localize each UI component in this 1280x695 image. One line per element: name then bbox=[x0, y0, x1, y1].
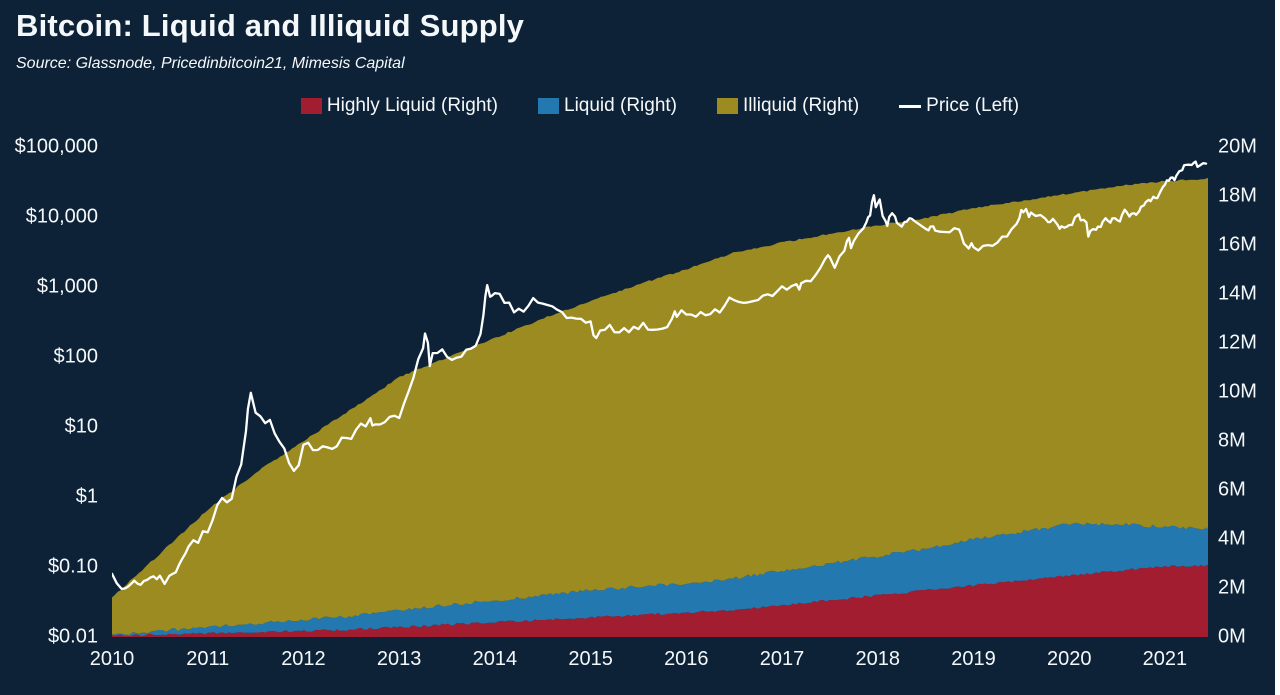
right-axis-label: 14M bbox=[1218, 282, 1257, 305]
price-line-swatch-icon bbox=[899, 104, 922, 108]
right-axis-label: 0M bbox=[1218, 625, 1246, 648]
right-axis-label: 10M bbox=[1218, 380, 1257, 403]
legend: Highly Liquid (Right) Liquid (Right) Ill… bbox=[112, 95, 1208, 117]
left-axis-label: $1 bbox=[75, 485, 98, 508]
right-axis-label: 4M bbox=[1218, 527, 1246, 550]
x-axis-label: 2015 bbox=[568, 648, 613, 670]
x-axis-label: 2017 bbox=[759, 648, 805, 670]
x-axis-label: 2018 bbox=[855, 648, 901, 670]
x-axis-label: 2011 bbox=[186, 648, 230, 670]
x-axis-label: 2010 bbox=[89, 648, 135, 670]
legend-item-illiquid: Illiquid (Right) bbox=[717, 95, 859, 117]
legend-item-highly-liquid: Highly Liquid (Right) bbox=[300, 95, 498, 117]
left-axis-label: $100 bbox=[53, 345, 99, 368]
left-axis-label: $10 bbox=[64, 415, 98, 438]
x-axis-label: 2019 bbox=[951, 648, 996, 670]
illiquid-swatch-icon bbox=[717, 98, 738, 114]
right-axis-label: 2M bbox=[1218, 576, 1246, 599]
left-axis-label: $1,000 bbox=[36, 275, 98, 298]
right-axis-label: 18M bbox=[1218, 184, 1257, 207]
legend-label: Illiquid (Right) bbox=[743, 95, 860, 116]
right-axis-label: 20M bbox=[1218, 135, 1257, 158]
supply-price-chart bbox=[112, 160, 1208, 637]
left-axis-label: $100,000 bbox=[14, 135, 98, 158]
x-axis-label: 2021 bbox=[1142, 648, 1188, 670]
right-axis-label: 16M bbox=[1218, 233, 1257, 256]
legend-item-price: Price (Left) bbox=[899, 95, 1019, 117]
left-axis-label: $10,000 bbox=[25, 205, 98, 228]
legend-label: Price (Left) bbox=[926, 95, 1020, 116]
price-line bbox=[112, 160, 1208, 591]
highly-liquid-area bbox=[112, 564, 1208, 637]
right-axis-label: 6M bbox=[1218, 478, 1246, 501]
right-axis-label: 12M bbox=[1218, 331, 1257, 354]
legend-label: Liquid (Right) bbox=[564, 95, 677, 116]
left-axis-label: $0.01 bbox=[47, 625, 98, 648]
x-axis-label: 2012 bbox=[281, 648, 326, 670]
x-axis-label: 2014 bbox=[472, 648, 518, 670]
legend-label: Highly Liquid (Right) bbox=[326, 95, 498, 116]
x-axis-label: 2020 bbox=[1046, 648, 1092, 670]
illiquid-area bbox=[112, 178, 1208, 635]
liquid-swatch-icon bbox=[538, 98, 559, 114]
liquid-area bbox=[112, 522, 1208, 637]
x-axis-label: 2013 bbox=[376, 648, 422, 670]
left-axis-label: $0.10 bbox=[47, 555, 98, 578]
right-axis-label: 8M bbox=[1218, 429, 1246, 452]
highly-liquid-swatch-icon bbox=[300, 98, 322, 114]
chart-source: Source: Glassnode, Pricedinbitcoin21, Mi… bbox=[16, 55, 405, 72]
x-axis-label: 2016 bbox=[664, 648, 709, 670]
page-title: Bitcoin: Liquid and Illiquid Supply bbox=[16, 8, 525, 43]
legend-item-liquid: Liquid (Right) bbox=[538, 95, 677, 117]
screen-edge-strip bbox=[1275, 0, 1280, 695]
